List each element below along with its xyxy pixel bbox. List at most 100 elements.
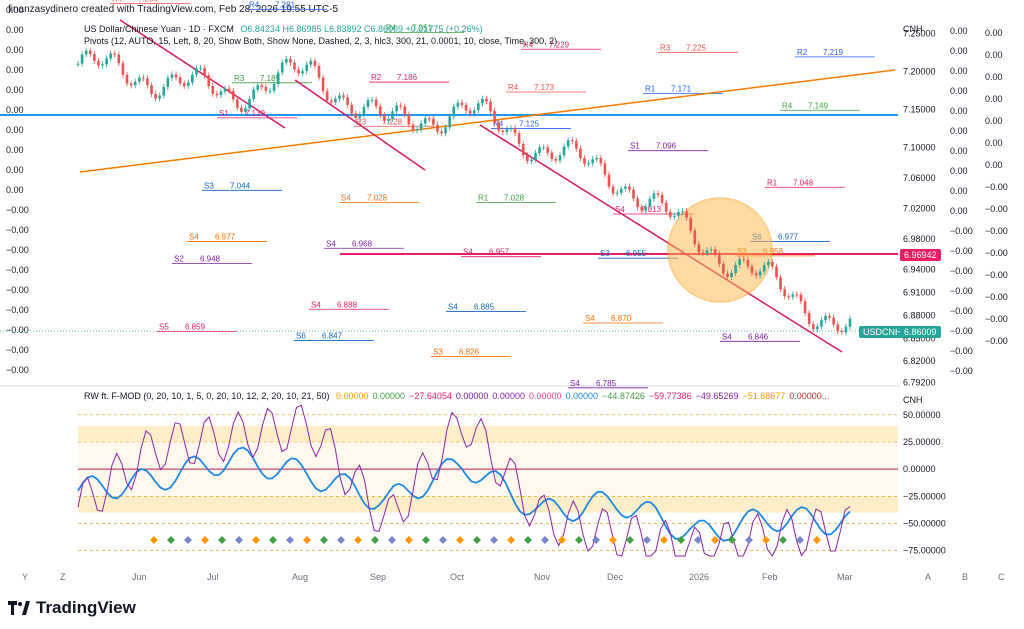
time-axis[interactable]: Jun Jul Aug Sep Oct Nov Dec 2026 Feb Mar Y Z A B C [0,572,1024,586]
indicator-value: 0.00000 [528,391,562,401]
candle-body [419,123,423,130]
signal-diamond [184,536,192,544]
signal-diamond [626,536,634,544]
pivot-level-value: 6.846 [748,332,769,341]
candle-body [554,159,558,161]
pivot-level-tag: S4 [722,332,732,341]
signal-diamond [643,536,651,544]
candle-body [595,158,599,160]
candle-body [636,198,639,208]
pivot-level-tag: S5 [159,322,169,331]
scale-toggle-button[interactable]: A [925,572,932,582]
pivot-level-value: 7.149 [808,101,829,110]
candle-body [407,114,411,125]
candle-body [440,131,443,134]
price-axis-tick: 6.79200 [903,377,936,387]
candle-body [811,324,815,330]
candle-body [624,186,627,189]
candle-body [358,114,362,118]
candle-body [436,124,439,132]
value-cell: −0.00 [950,306,973,316]
candle-body [268,90,272,92]
candle-body [799,294,803,302]
scale-toggle-button[interactable]: Y [22,572,29,582]
candle-body [583,158,586,164]
left-value-column: 0.00 0.00 0.00 0.00 0.00 0.00 0.00 0.00 0.00 0.00… [6,0,66,390]
value-cell: 0.00 [985,138,1003,148]
candle-body [317,65,321,78]
candle-body [338,95,341,99]
candle-body [186,82,190,87]
line-price-tag: 6.96942 [900,249,941,261]
scale-toggle-button[interactable]: C [998,572,1005,582]
candle-body [513,128,517,134]
candle-body [632,189,635,199]
osc-axis-tick: 0.00000 [903,464,936,474]
tradingview-logo[interactable]: TradingView [8,598,136,618]
pivot-level-value: 6.955 [626,249,647,258]
candle-body [656,193,660,195]
value-cell: −0.00 [985,248,1008,258]
candle-body [366,100,370,107]
candle-body [207,75,211,87]
candle-body [816,326,819,330]
candle-body [673,215,676,217]
value-cell: −0.00 [950,266,973,276]
candle-body [848,318,852,327]
pivot-level-value: 6.826 [459,348,480,357]
pivot-level-tag: S1 [630,142,640,151]
time-axis-label: Jun [132,572,147,582]
signal-diamond [677,536,685,544]
chart-header: finanzasydinero created with TradingView… [8,4,338,15]
pivot-level-value: 7.219 [823,48,844,57]
value-cell: −0.00 [6,205,29,215]
value-cell: −0.00 [950,326,973,336]
candle-body [354,113,358,118]
signal-diamond [592,536,600,544]
last-price-tag: 6.86009 [900,326,941,338]
value-cell: 0.00 [6,45,24,55]
candle-body [767,261,770,265]
pivot-level-value: 6.957 [489,248,510,257]
pivot-level-value: 6.847 [322,332,343,341]
candle-body [836,324,840,332]
highlight-circle [667,197,773,303]
candle-body [334,98,337,103]
scale-toggle-button[interactable]: Z [60,572,66,582]
candle-body [346,97,349,105]
candle-body [468,110,472,114]
candle-body [150,85,153,94]
pivot-level-tag: R4 [508,83,519,92]
candle-body [615,192,619,194]
pivot-level-tag: S2 [174,255,184,264]
candle-body [121,63,125,75]
value-cell: −0.00 [6,365,29,375]
value-cell: −0.00 [950,246,973,256]
pivot-level-tag: S4 [448,303,458,312]
value-cell: 0.00 [950,66,968,76]
candle-body [309,60,313,65]
candle-body [452,106,456,117]
indicator-values: 0.00000 0.00000 −27.64054 0.00000 0.00000 0.0… [332,391,829,401]
candle-body [444,127,447,134]
signal-diamond [745,536,753,544]
pivot-level-tag: R4 [523,40,534,49]
scale-toggle-button[interactable]: B [962,572,969,582]
price-axis-tick: 7.15000 [903,105,936,115]
right-value-column-b: 0.00 0.00 0.00 0.00 0.00 0.00 0.00 −0.00 −0.00 −0… [985,0,1024,390]
signal-diamond [609,536,617,544]
candle-body [644,206,648,211]
candle-body [485,98,488,102]
candle-body [264,87,268,91]
candle-body [321,77,325,92]
candle-body [374,99,378,107]
value-cell: 0.00 [985,50,1003,60]
pivot-level-value: 7.013 [641,205,662,214]
pivot-level-tag: S6 [296,332,306,341]
time-axis-label: Feb [762,572,778,582]
candle-body [329,100,333,103]
price-axis-tick: 7.20000 [903,66,936,76]
signal-diamond [779,536,787,544]
candle-body [203,68,206,76]
